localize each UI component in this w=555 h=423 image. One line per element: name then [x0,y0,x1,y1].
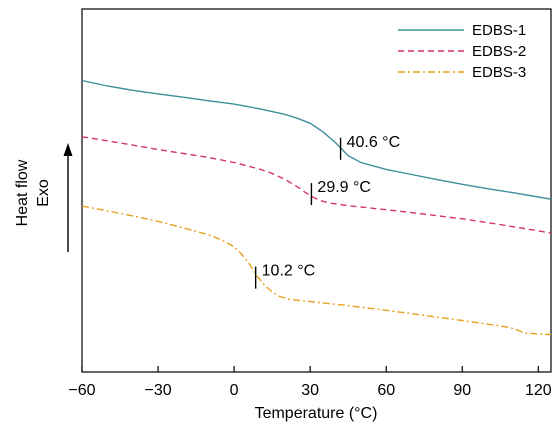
x-tick-label: 0 [230,382,239,399]
transition-label: 10.2 °C [262,263,316,280]
x-tick-label: −60 [68,382,95,399]
plot-frame [81,8,552,373]
legend-label: EDBS-2 [472,43,526,60]
legend: EDBS-1 EDBS-2 EDBS-3 [398,22,526,81]
transition-annotations: 40.6 °C 29.9 °C 10.2 °C [254,134,401,289]
y-axis-direction-label: Exo [35,179,52,207]
x-ticks: −60 −30 0 30 60 90 120 [68,366,552,399]
x-tick-label: 120 [525,382,552,399]
y-axis-label-group: Heat flow Exo [14,143,73,252]
legend-label: EDBS-1 [472,22,526,39]
x-axis-label: Temperature (°C) [255,405,378,422]
x-tick-label: 30 [301,382,319,399]
x-tick-label: −30 [144,382,171,399]
series-line-edbs-3 [81,205,552,336]
transition-label: 40.6 °C [347,134,401,151]
series-lines [81,79,552,336]
x-tick-label: 90 [453,382,471,399]
x-tick-label: 60 [377,382,395,399]
legend-label: EDBS-3 [472,64,526,81]
transition-label: 29.9 °C [317,179,371,196]
series-line-edbs-1 [81,79,552,200]
exo-arrow-head [63,143,73,156]
series-line-edbs-2 [81,136,552,234]
y-axis-label: Heat flow [14,159,31,226]
